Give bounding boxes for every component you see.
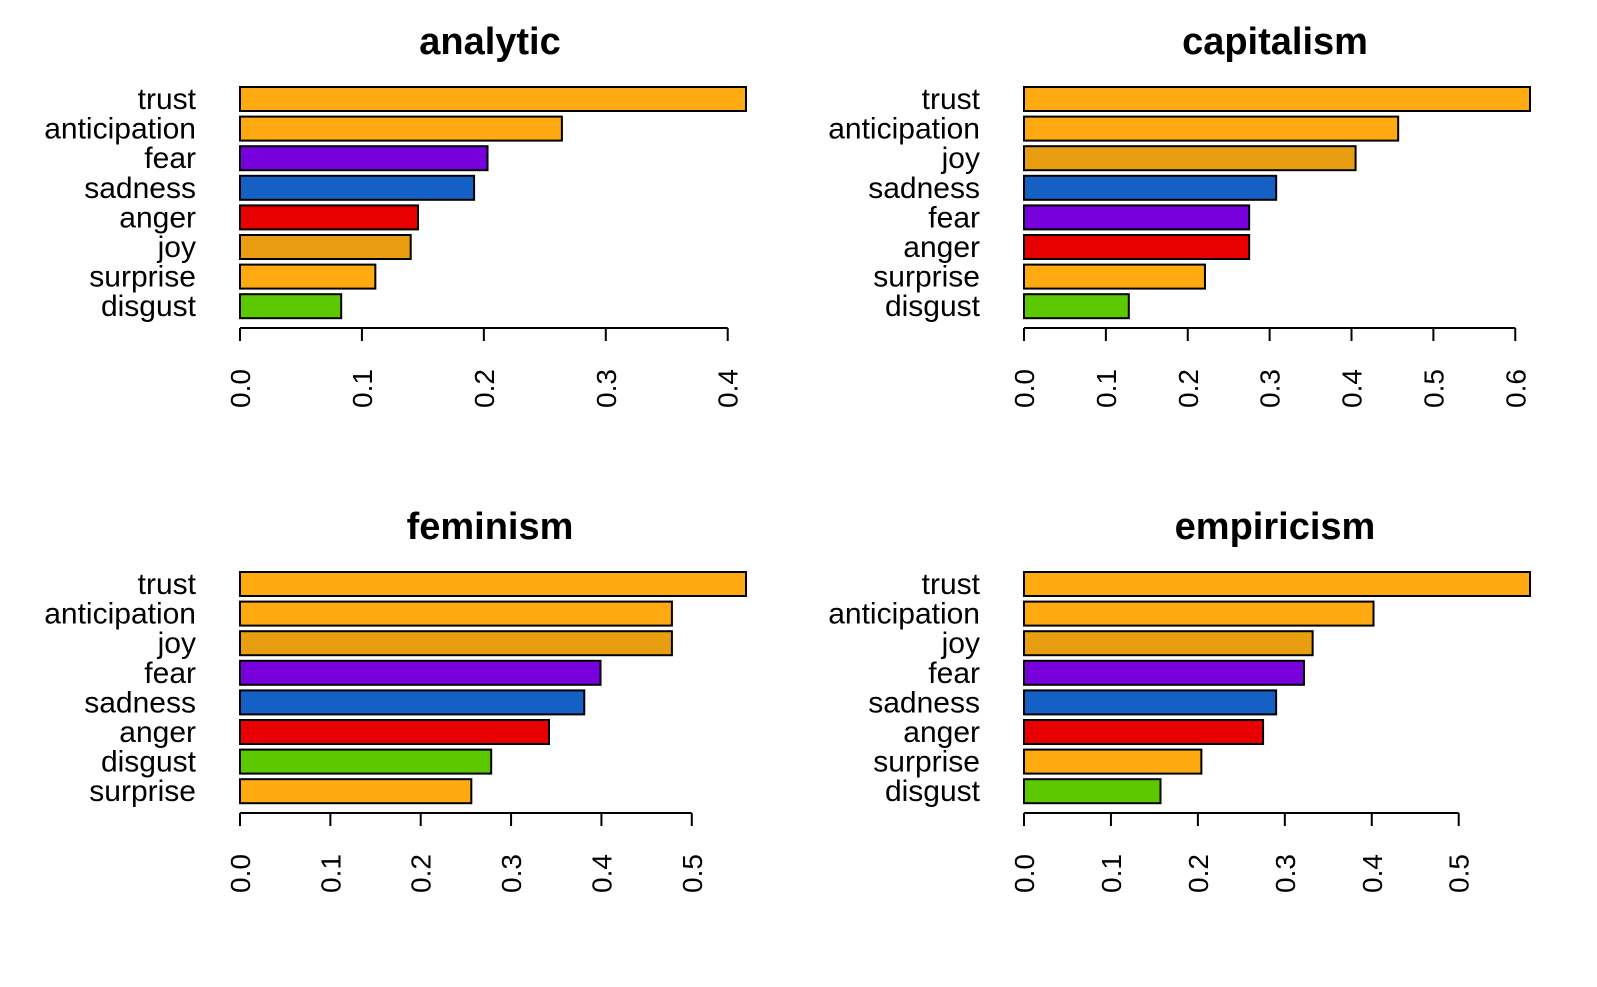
- x-tick-label: 0.0: [1009, 369, 1040, 408]
- category-label: sadness: [84, 172, 196, 205]
- category-label: fear: [928, 657, 980, 690]
- x-tick-label: 0.2: [406, 854, 437, 893]
- category-label: anger: [119, 716, 196, 749]
- category-label: trust: [138, 83, 197, 116]
- x-tick-label: 0.2: [1173, 369, 1204, 408]
- panel-title: empiricism: [1175, 506, 1376, 548]
- bar-fear: [1023, 204, 1251, 231]
- bar-fear: [239, 145, 489, 172]
- bar-fear: [239, 659, 602, 686]
- x-tick-label: 0.2: [469, 369, 500, 408]
- category-label: anger: [903, 231, 980, 264]
- bar-surprise: [1023, 748, 1203, 775]
- x-tick-label: 0.2: [1183, 854, 1214, 893]
- bar-anger: [1023, 234, 1251, 260]
- bar-surprise: [239, 778, 473, 805]
- category-label: joy: [157, 627, 196, 660]
- category-label: surprise: [89, 775, 196, 808]
- category-label: surprise: [89, 261, 196, 294]
- bar-trust: [1023, 571, 1531, 597]
- x-tick-label: 0.3: [591, 369, 622, 408]
- bar-joy: [1023, 630, 1314, 657]
- bar-sadness: [239, 689, 586, 716]
- bar-sadness: [1023, 174, 1278, 201]
- category-label: disgust: [101, 746, 197, 779]
- category-label: joy: [157, 231, 196, 264]
- x-tick-label: 0.6: [1500, 369, 1531, 408]
- category-label: joy: [941, 142, 980, 175]
- category-label: disgust: [101, 290, 197, 323]
- category-label: surprise: [873, 746, 980, 779]
- bar-fear: [1023, 659, 1305, 686]
- bar-trust: [239, 86, 747, 112]
- category-label: disgust: [885, 775, 981, 808]
- category-label: disgust: [885, 290, 981, 323]
- x-tick-label: 0.1: [315, 854, 346, 893]
- category-label: sadness: [868, 172, 980, 205]
- bar-joy: [1023, 145, 1357, 172]
- x-tick-label: 0.4: [1337, 369, 1368, 408]
- x-tick-label: 0.3: [1270, 854, 1301, 893]
- bar-anticipation: [239, 600, 673, 627]
- category-label: fear: [144, 142, 196, 175]
- bar-disgust: [1023, 293, 1130, 320]
- bar-anticipation: [239, 115, 563, 142]
- x-tick-label: 0.3: [496, 854, 527, 893]
- x-tick-label: 0.1: [1096, 854, 1127, 893]
- category-label: fear: [928, 201, 980, 234]
- x-tick-label: 0.5: [1418, 369, 1449, 408]
- category-label: anticipation: [828, 598, 980, 631]
- bar-joy: [239, 630, 673, 657]
- x-tick-label: 0.3: [1255, 369, 1286, 408]
- category-label: sadness: [868, 686, 980, 719]
- bar-anger: [1023, 719, 1265, 745]
- x-tick-label: 0.4: [713, 369, 744, 408]
- category-label: trust: [922, 568, 981, 601]
- category-label: joy: [941, 627, 980, 660]
- bar-disgust: [1023, 778, 1162, 805]
- category-label: surprise: [873, 261, 980, 294]
- panel-title: feminism: [407, 506, 574, 548]
- x-tick-label: 0.1: [347, 369, 378, 408]
- bar-trust: [239, 571, 747, 597]
- x-tick-label: 0.5: [677, 854, 708, 893]
- category-label: trust: [138, 568, 197, 601]
- x-tick-label: 0.0: [225, 369, 256, 408]
- bar-anticipation: [1023, 600, 1375, 627]
- category-label: anger: [903, 716, 980, 749]
- x-tick-label: 0.4: [586, 854, 617, 893]
- x-tick-label: 0.0: [1009, 854, 1040, 893]
- bar-sadness: [1023, 689, 1278, 716]
- category-label: sadness: [84, 686, 196, 719]
- panel-title: capitalism: [1182, 21, 1368, 63]
- category-label: anticipation: [44, 598, 196, 631]
- panel-title: analytic: [419, 21, 561, 63]
- bar-disgust: [239, 293, 343, 320]
- x-tick-label: 0.0: [225, 854, 256, 893]
- bar-surprise: [239, 263, 377, 290]
- bar-sadness: [239, 174, 476, 201]
- bar-anger: [239, 719, 551, 745]
- bar-anticipation: [1023, 115, 1400, 142]
- bar-joy: [239, 234, 412, 260]
- x-tick-label: 0.4: [1357, 854, 1388, 893]
- category-label: trust: [922, 83, 981, 116]
- x-tick-label: 0.5: [1444, 854, 1475, 893]
- category-label: anger: [119, 201, 196, 234]
- category-label: anticipation: [44, 113, 196, 146]
- category-label: fear: [144, 657, 196, 690]
- category-label: anticipation: [828, 113, 980, 146]
- x-tick-label: 0.1: [1091, 369, 1122, 408]
- bar-disgust: [239, 748, 493, 775]
- bar-surprise: [1023, 263, 1206, 290]
- bar-trust: [1023, 86, 1531, 112]
- bar-anger: [239, 204, 420, 231]
